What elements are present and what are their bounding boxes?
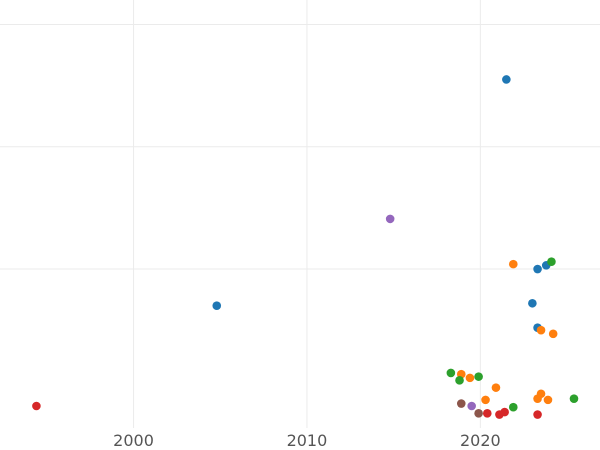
x-tick-labels: 2000 2010 2020 [113, 431, 501, 450]
point-red-1 [482, 409, 492, 418]
point-orange-5 [491, 383, 501, 392]
point-purple-1 [467, 401, 476, 411]
point-orange-6 [481, 395, 490, 405]
point-green-3 [474, 372, 483, 381]
point-green-4 [508, 402, 518, 412]
point-orange-2 [548, 329, 558, 339]
x-tick-label-2020: 2020 [460, 431, 501, 450]
x-tick-label-2000: 2000 [113, 431, 154, 450]
data-points [32, 75, 579, 419]
point-brown-1 [474, 409, 483, 418]
point-blue-4 [533, 264, 542, 274]
point-blue-2 [528, 298, 537, 308]
grid-layer [0, 0, 600, 428]
point-orange-4 [465, 373, 475, 383]
point-brown-0 [456, 399, 466, 408]
point-green-1 [446, 368, 456, 378]
point-blue-1 [212, 301, 222, 311]
point-orange-0 [508, 259, 518, 269]
point-green-2 [455, 376, 464, 385]
point-purple-0 [385, 214, 395, 224]
point-red-4 [533, 410, 542, 419]
x-tick-label-2010: 2010 [287, 431, 328, 450]
point-red-3 [500, 407, 509, 417]
point-green-5 [569, 394, 579, 403]
point-orange-9 [543, 395, 553, 405]
point-orange-1 [536, 325, 546, 335]
point-orange-8 [533, 394, 542, 403]
point-green-0 [547, 257, 556, 266]
point-blue-0 [502, 75, 511, 84]
point-red-0 [32, 401, 41, 411]
